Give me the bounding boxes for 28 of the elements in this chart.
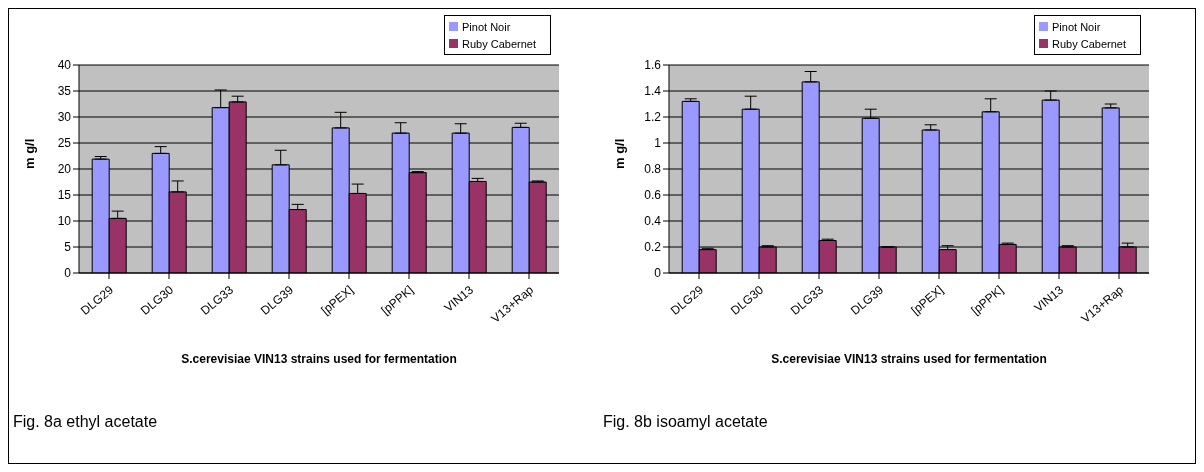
y-tick-label: 1 [654,136,662,151]
y-tick-label: 5 [64,240,72,255]
legend-label: Pinot Noir [1052,21,1101,33]
y-tick-label: 0.6 [644,188,662,203]
y-tick-label: 0.4 [644,214,662,229]
legend-label: Ruby Cabernet [462,38,536,50]
y-tick-label: 0.2 [644,240,662,255]
y-tick-label: 0.8 [644,162,662,177]
y-tick-label: 10 [57,214,72,229]
x-axis-title: S.cerevisiae VIN13 strains used for fermentation [181,352,457,366]
y-tick-label: 40 [57,58,72,73]
y-axis-title: m g/l [611,138,627,169]
y-tick-label: 1.6 [644,58,662,73]
x-axis-title: S.cerevisiae VIN13 strains used for fermentation [771,352,1047,366]
y-tick-label: 1.2 [644,110,662,125]
y-tick-label: 15 [57,188,72,203]
caption: Fig. 8b isoamyl acetate [603,413,769,431]
y-tick-label: 30 [57,110,72,125]
y-tick-label: 25 [57,136,72,151]
y-tick-label: 20 [57,162,72,177]
y-tick-label: 35 [57,84,72,99]
y-tick-label: 1.4 [644,84,662,99]
legend-label: Pinot Noir [462,21,511,33]
caption: Fig. 8a ethyl acetate [13,413,159,431]
legend-label: Ruby Cabernet [1052,38,1126,50]
y-tick-label: 0 [654,266,662,281]
y-tick-label: 0 [64,266,72,281]
y-axis-title: m g/l [21,138,37,169]
